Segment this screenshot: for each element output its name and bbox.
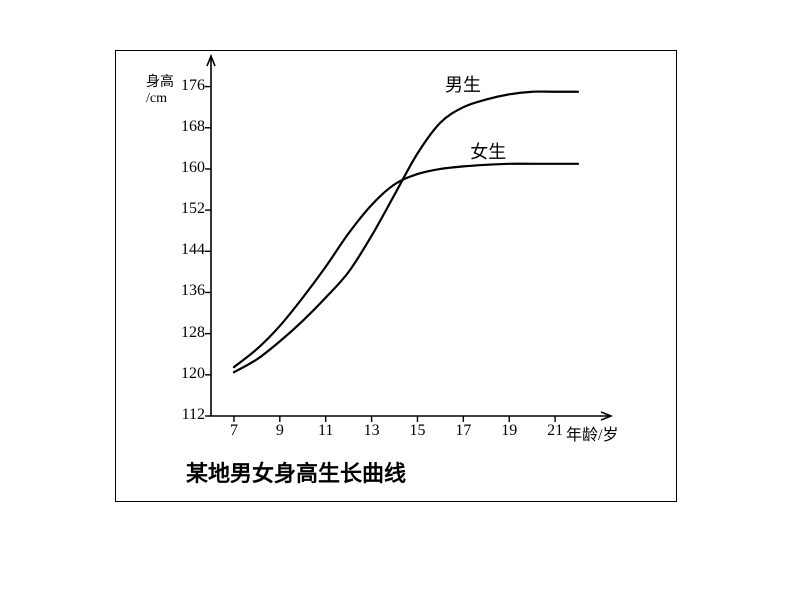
y-tick-label: 136 bbox=[171, 282, 205, 300]
x-tick-label: 19 bbox=[497, 422, 521, 440]
y-tick-label: 144 bbox=[171, 241, 205, 259]
x-tick-label: 17 bbox=[451, 422, 475, 440]
x-tick-label: 15 bbox=[405, 422, 429, 440]
y-axis-label-line1: 身高 bbox=[146, 71, 174, 91]
chart-frame: 身高 /cm 年龄/岁 男生 女生 某地男女身高生长曲线 112 120 128 13… bbox=[115, 50, 677, 502]
x-axis-label: 年龄/岁 bbox=[566, 421, 618, 445]
y-tick-label: 120 bbox=[171, 365, 205, 383]
y-tick-label: 160 bbox=[171, 159, 205, 177]
y-tick-label: 128 bbox=[171, 324, 205, 342]
series-label-female: 女生 bbox=[470, 138, 506, 164]
y-tick-label: 168 bbox=[171, 118, 205, 136]
x-tick-label: 7 bbox=[222, 422, 246, 440]
y-tick-label: 112 bbox=[171, 406, 205, 424]
y-tick-label: 176 bbox=[171, 77, 205, 95]
series-line-男生 bbox=[234, 92, 578, 373]
x-tick-label: 13 bbox=[360, 422, 384, 440]
series-label-male: 男生 bbox=[445, 71, 481, 97]
x-tick-label: 21 bbox=[543, 422, 567, 440]
x-tick-label: 9 bbox=[268, 422, 292, 440]
chart-container: 身高 /cm 年龄/岁 男生 女生 某地男女身高生长曲线 112 120 128 13… bbox=[116, 51, 676, 501]
y-axis-label-line2: /cm bbox=[146, 91, 167, 107]
y-tick-label: 152 bbox=[171, 200, 205, 218]
x-tick-label: 11 bbox=[314, 422, 338, 440]
chart-title: 某地男女身高生长曲线 bbox=[186, 456, 406, 488]
